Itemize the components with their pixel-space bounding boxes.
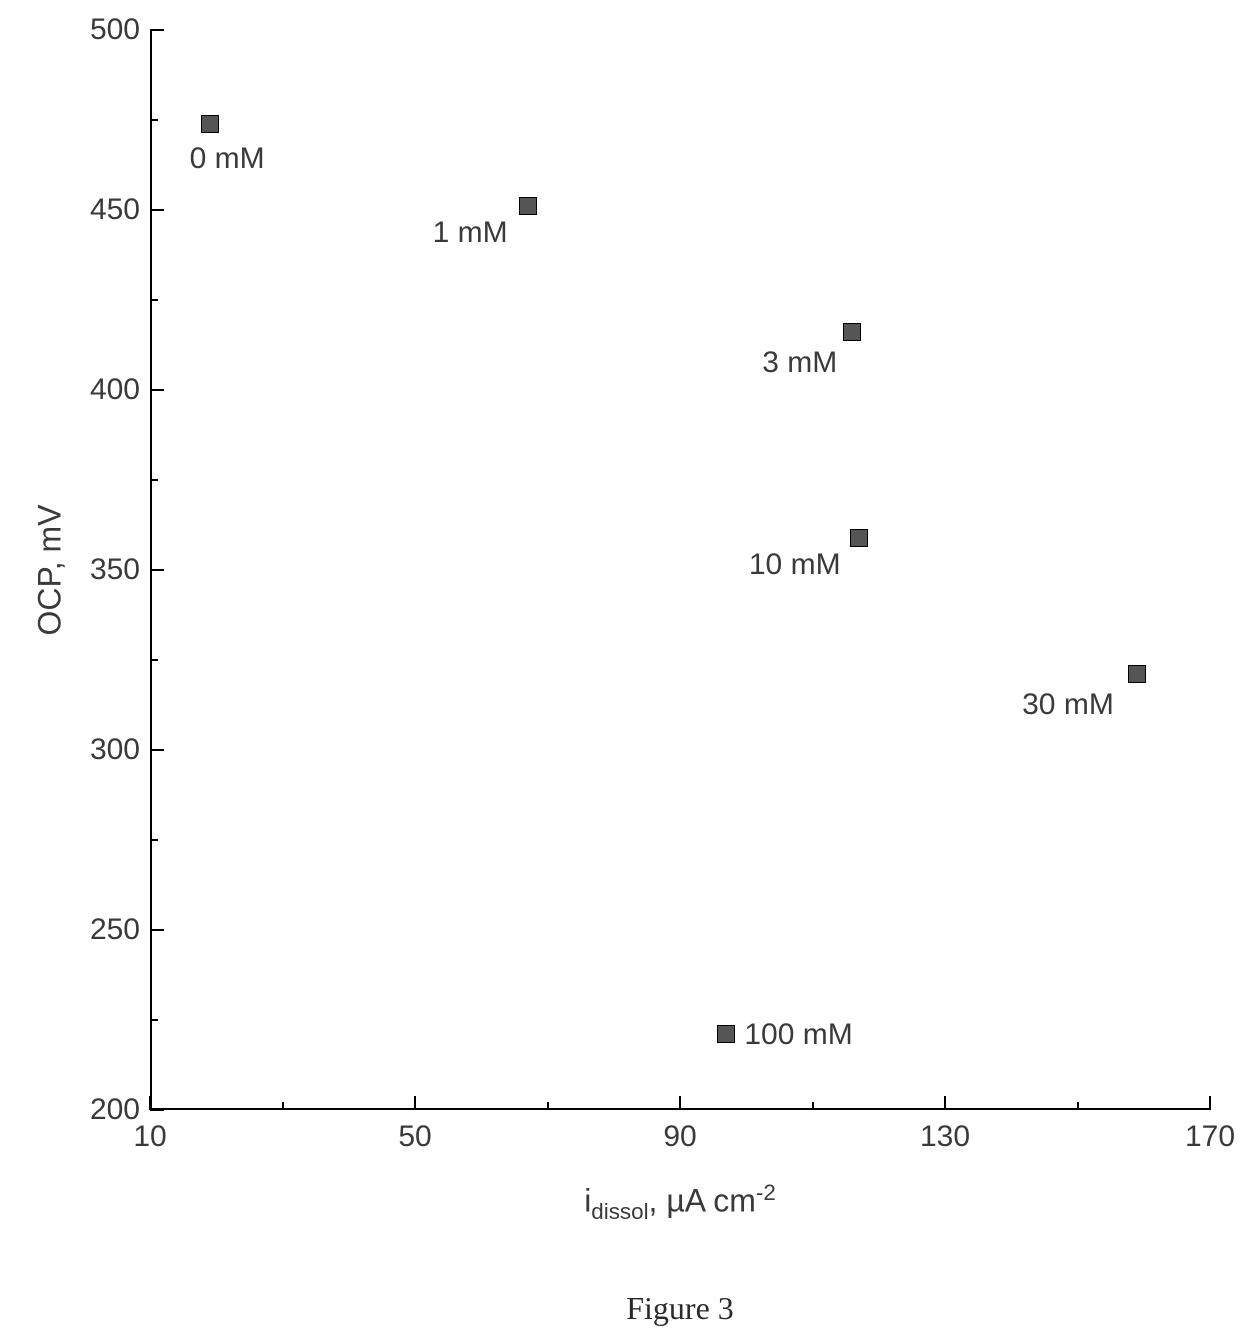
y-tick-label: 300 [80, 733, 140, 767]
y-tick [150, 119, 158, 121]
x-axis-label: idissol, µA cm-2 [584, 1180, 776, 1225]
y-tick [150, 749, 164, 751]
x-tick [149, 1096, 151, 1110]
page-container: OCP, mV idissol, µA cm-2 Figure 3 105090… [0, 0, 1240, 1335]
y-tick [150, 389, 164, 391]
y-tick [150, 1109, 164, 1111]
y-tick-label: 450 [80, 193, 140, 227]
y-tick-label: 400 [80, 373, 140, 407]
x-tick-label: 50 [398, 1120, 431, 1154]
y-tick-label: 500 [80, 13, 140, 47]
data-point-label: 0 mM [190, 142, 265, 176]
data-marker [843, 323, 861, 341]
y-tick [150, 1019, 158, 1021]
y-tick [150, 839, 158, 841]
x-tick [812, 1102, 814, 1110]
y-tick [150, 479, 158, 481]
y-tick [150, 209, 164, 211]
y-tick-label: 200 [80, 1093, 140, 1127]
y-tick [150, 569, 164, 571]
data-marker [717, 1025, 735, 1043]
y-tick-label: 250 [80, 913, 140, 947]
scatter-plot-area [150, 30, 1210, 1110]
figure-caption: Figure 3 [626, 1290, 734, 1327]
y-tick [150, 299, 158, 301]
y-tick-label: 350 [80, 553, 140, 587]
y-tick [150, 929, 164, 931]
data-point-label: 3 mM [762, 346, 837, 380]
y-tick [150, 29, 164, 31]
y-axis-label: OCP, mV [32, 505, 69, 636]
x-tick [282, 1102, 284, 1110]
x-tick-label: 90 [663, 1120, 696, 1154]
y-tick [150, 659, 158, 661]
x-tick [414, 1096, 416, 1110]
data-point-label: 1 mM [433, 216, 508, 250]
x-tick [1077, 1102, 1079, 1110]
x-tick-label: 170 [1185, 1120, 1235, 1154]
data-marker [1128, 665, 1146, 683]
x-tick [679, 1096, 681, 1110]
x-tick [547, 1102, 549, 1110]
data-point-label: 100 mM [744, 1018, 852, 1052]
data-point-label: 30 mM [1022, 688, 1114, 722]
data-marker [201, 115, 219, 133]
x-tick [1209, 1096, 1211, 1110]
x-tick-label: 130 [920, 1120, 970, 1154]
x-tick [944, 1096, 946, 1110]
data-point-label: 10 mM [749, 548, 841, 582]
data-marker [519, 197, 537, 215]
data-marker [850, 529, 868, 547]
